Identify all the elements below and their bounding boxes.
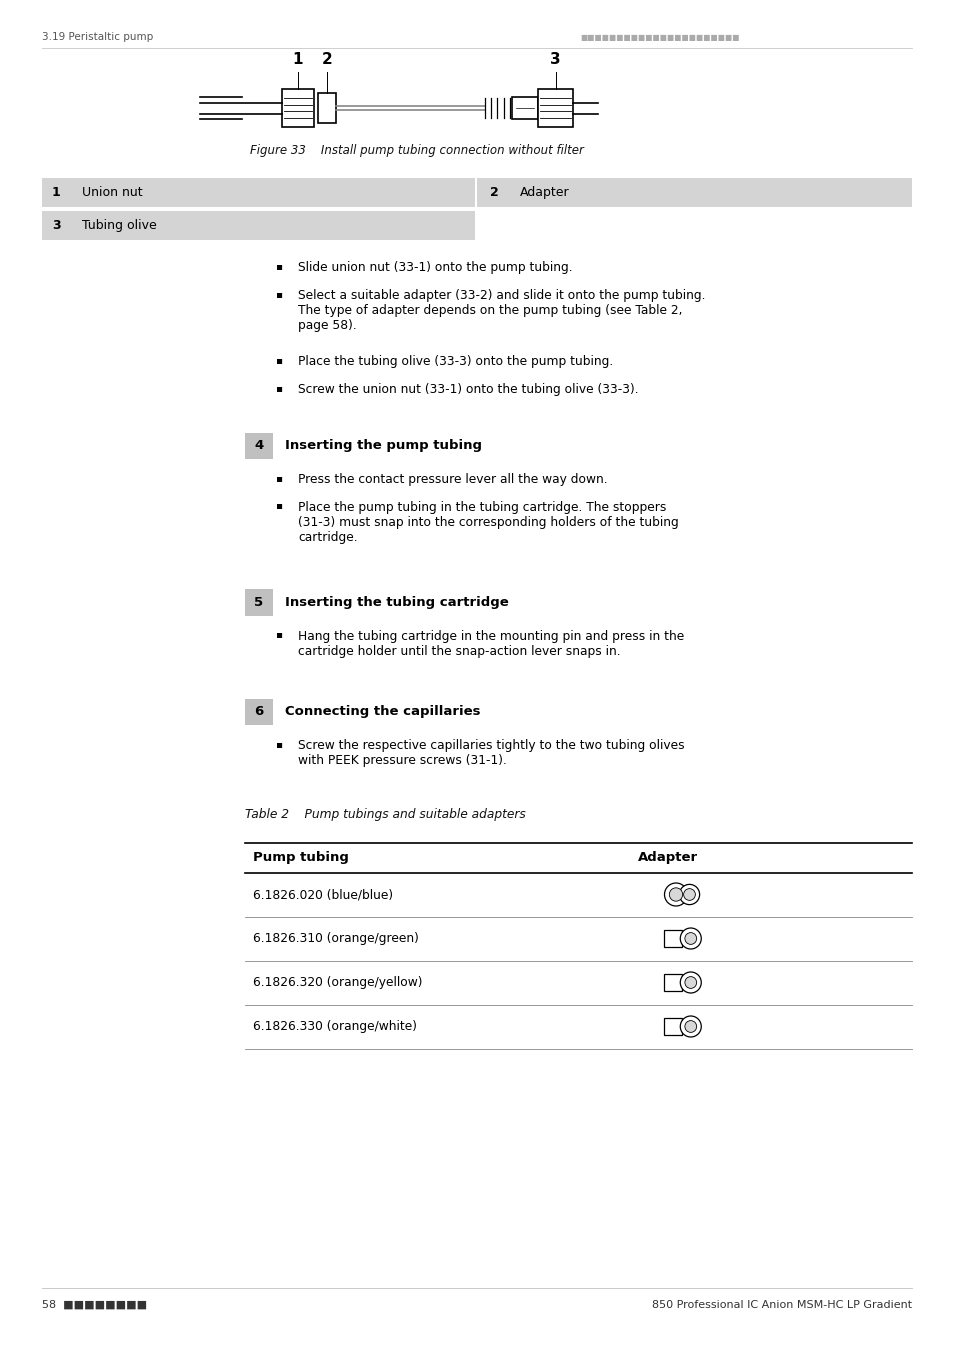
Text: Connecting the capillaries: Connecting the capillaries	[285, 705, 480, 718]
Bar	[537, 89, 573, 127]
Text: 3: 3	[52, 219, 61, 232]
Text: 6.1826.020 (blue/blue): 6.1826.020 (blue/blue)	[253, 888, 393, 900]
Text: Tubing olive: Tubing olive	[82, 219, 156, 232]
Text: Adapter: Adapter	[638, 852, 698, 864]
Bar	[663, 973, 681, 991]
Bar	[245, 589, 273, 616]
Text: ▪: ▪	[274, 472, 282, 483]
Bar	[663, 930, 681, 948]
Circle shape	[679, 1017, 700, 1037]
Circle shape	[684, 976, 696, 988]
Text: Hang the tubing cartridge in the mounting pin and press in the
cartridge holder : Hang the tubing cartridge in the mountin…	[297, 629, 683, 657]
Text: Screw the union nut (33-1) onto the tubing olive (33-3).: Screw the union nut (33-1) onto the tubi…	[297, 383, 638, 396]
Text: Pump tubing: Pump tubing	[253, 852, 349, 864]
Text: Inserting the tubing cartridge: Inserting the tubing cartridge	[285, 595, 508, 609]
Text: ▪: ▪	[274, 501, 282, 510]
Circle shape	[684, 1021, 696, 1033]
Circle shape	[683, 888, 695, 900]
Text: Adapter: Adapter	[519, 186, 569, 198]
Bar	[663, 1018, 681, 1035]
Text: Union nut: Union nut	[82, 186, 143, 198]
Text: ▪: ▪	[274, 355, 282, 366]
Text: Slide union nut (33-1) onto the pump tubing.: Slide union nut (33-1) onto the pump tub…	[297, 262, 572, 274]
Bar	[476, 178, 911, 207]
Text: ▪: ▪	[274, 289, 282, 298]
Text: Place the pump tubing in the tubing cartridge. The stoppers
(31-3) must snap int: Place the pump tubing in the tubing cart…	[297, 501, 678, 544]
Text: ▪: ▪	[274, 629, 282, 640]
Text: 1: 1	[293, 53, 303, 68]
Text: ▪: ▪	[274, 738, 282, 749]
Text: ▪: ▪	[274, 383, 282, 393]
Text: ■■■■■■■■■■■■■■■■■■■■■■: ■■■■■■■■■■■■■■■■■■■■■■	[579, 32, 739, 42]
Bar	[282, 89, 314, 127]
Text: Select a suitable adapter (33-2) and slide it onto the pump tubing.
The type of : Select a suitable adapter (33-2) and sli…	[297, 289, 705, 332]
Bar	[317, 93, 335, 123]
Text: 3.19 Peristaltic pump: 3.19 Peristaltic pump	[42, 32, 153, 42]
Circle shape	[664, 883, 687, 906]
Bar	[245, 698, 273, 725]
Text: Press the contact pressure lever all the way down.: Press the contact pressure lever all the…	[297, 472, 607, 486]
Bar	[42, 178, 475, 207]
Text: 58  ■■■■■■■■: 58 ■■■■■■■■	[42, 1300, 147, 1310]
Text: 2: 2	[490, 186, 498, 198]
Text: Inserting the pump tubing: Inserting the pump tubing	[285, 439, 481, 452]
Text: 2: 2	[321, 53, 332, 68]
Text: 850 Professional IC Anion MSM-HC LP Gradient: 850 Professional IC Anion MSM-HC LP Grad…	[651, 1300, 911, 1310]
Circle shape	[679, 884, 699, 904]
Circle shape	[679, 972, 700, 994]
Bar	[42, 211, 475, 239]
Bar	[512, 97, 537, 119]
Text: 1: 1	[52, 186, 61, 198]
Text: 6.1826.330 (orange/white): 6.1826.330 (orange/white)	[253, 1021, 416, 1033]
Bar	[245, 432, 273, 459]
Text: 4: 4	[254, 439, 263, 452]
Text: Place the tubing olive (33-3) onto the pump tubing.: Place the tubing olive (33-3) onto the p…	[297, 355, 613, 369]
Text: 6.1826.320 (orange/yellow): 6.1826.320 (orange/yellow)	[253, 976, 422, 990]
Circle shape	[679, 927, 700, 949]
Text: Table 2    Pump tubings and suitable adapters: Table 2 Pump tubings and suitable adapte…	[245, 809, 525, 821]
Text: ▪: ▪	[274, 262, 282, 271]
Text: 3: 3	[550, 53, 560, 68]
Circle shape	[684, 933, 696, 945]
Circle shape	[669, 888, 682, 902]
Text: 6: 6	[254, 705, 263, 718]
Text: 5: 5	[254, 595, 263, 609]
Text: Figure 33    Install pump tubing connection without filter: Figure 33 Install pump tubing connection…	[250, 144, 583, 157]
Text: Screw the respective capillaries tightly to the two tubing olives
with PEEK pres: Screw the respective capillaries tightly…	[297, 738, 684, 767]
Text: 6.1826.310 (orange/green): 6.1826.310 (orange/green)	[253, 931, 418, 945]
